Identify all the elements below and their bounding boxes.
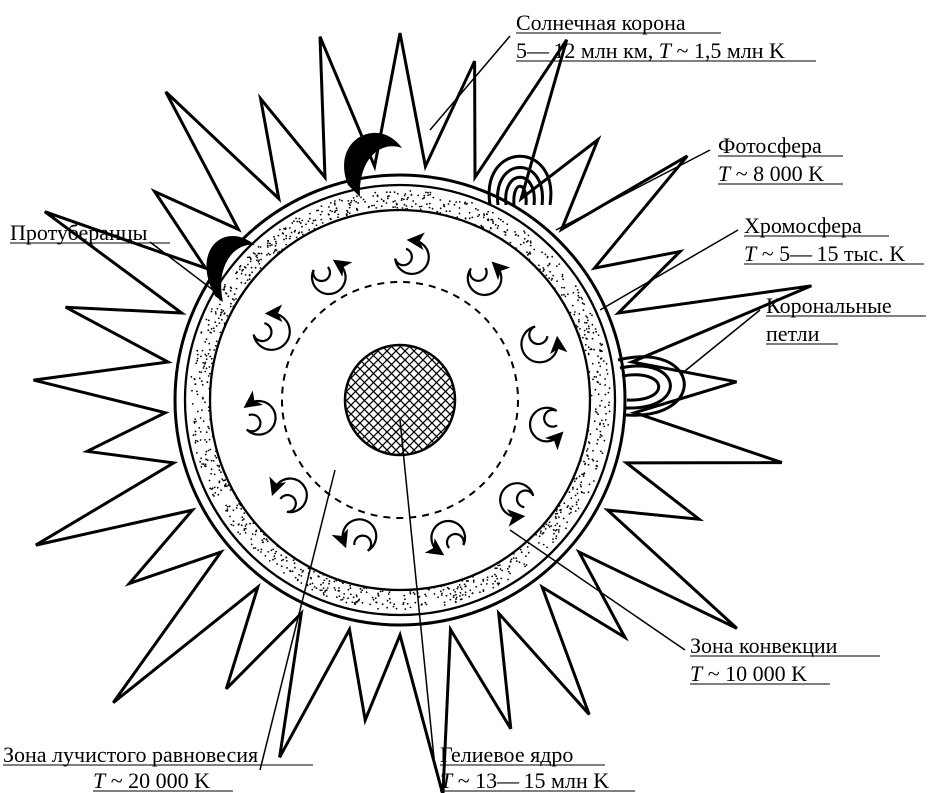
convection-swirl — [498, 481, 537, 520]
svg-text:Хромосфера: Хромосфера — [744, 213, 862, 238]
svg-text:5— 12 млн км, T ~ 1,5 млн K: 5— 12 млн км, T ~ 1,5 млн K — [516, 38, 785, 63]
convection-swirl — [269, 475, 310, 516]
convection-swirl — [306, 254, 352, 300]
svg-text:Гелиевое ядро: Гелиевое ядро — [440, 742, 573, 767]
svg-text:T ~ 10 000 K: T ~ 10 000 K — [690, 661, 807, 686]
convection-swirl — [235, 394, 282, 441]
svg-text:Фотосфера: Фотосфера — [718, 133, 822, 158]
svg-text:Солнечная корона: Солнечная корона — [516, 10, 686, 35]
convection-swirl — [425, 515, 471, 561]
svg-text:Зона лучистого равновесия: Зона лучистого равновесия — [3, 742, 258, 767]
svg-text:петли: петли — [766, 321, 820, 346]
helium-core — [345, 345, 455, 455]
svg-text:T ~ 8 000 K: T ~ 8 000 K — [718, 161, 824, 186]
convection-swirl — [395, 240, 429, 274]
labels-group: Солнечная корона 5— 12 млн км, T ~ 1,5 мл… — [3, 10, 926, 793]
svg-text:T ~ 5— 15 тыс. K: T ~ 5— 15 тыс. K — [744, 241, 905, 266]
svg-text:T ~ 20 000 K: T ~ 20 000 K — [93, 768, 210, 793]
convection-swirl — [461, 255, 508, 302]
sun-structure-diagram: Солнечная корона 5— 12 млн км, T ~ 1,5 мл… — [0, 0, 940, 793]
svg-text:Корональные: Корональные — [766, 293, 892, 318]
svg-text:Зона конвекции: Зона конвекции — [690, 633, 838, 658]
convection-swirl — [252, 312, 291, 351]
svg-text:Протуберанцы: Протуберанцы — [10, 220, 148, 245]
convection-swirl — [523, 401, 570, 448]
convection-swirl — [519, 323, 561, 365]
convection-swirl — [337, 514, 382, 559]
svg-text:T ~ 13— 15 млн K: T ~ 13— 15 млн K — [440, 768, 609, 793]
